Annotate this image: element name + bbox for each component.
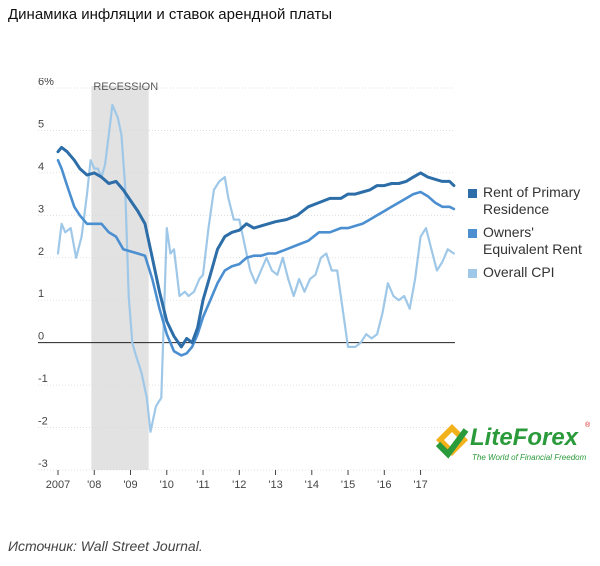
- legend-swatch-cpi: [468, 269, 477, 278]
- x-tick-label: '13: [268, 479, 282, 491]
- x-tick-labels-group: 2007 '08 '09 '10 '11 '12 '13 '14 '15 '16 '17: [46, 470, 428, 491]
- y-tick-label: -1: [38, 373, 48, 385]
- y-tick-labels-group: -3 -2 -1 0 1 2 3 4 5 6%: [38, 76, 54, 470]
- series-line-2: [56, 103, 455, 433]
- y-tick-label: 1: [38, 288, 44, 300]
- page-title: Динамика инфляции и ставок арендной плат…: [8, 6, 333, 23]
- legend-item-rent: Rent of Primary Residence: [468, 184, 598, 218]
- series-group: [56, 103, 456, 433]
- recession-band-group: RECESSION: [91, 81, 158, 470]
- gridlines-group: [38, 87, 455, 471]
- x-tick-label: '09: [123, 479, 137, 491]
- y-tick-label: 3: [38, 203, 44, 215]
- x-tick-label: '16: [377, 479, 391, 491]
- x-tick-label: '08: [87, 479, 101, 491]
- x-tick-label: '10: [160, 479, 174, 491]
- y-tick-label: 6%: [38, 78, 54, 88]
- y-tick-label: 4: [38, 161, 44, 173]
- y-tick-label: 2: [38, 246, 44, 258]
- series-line-0: [56, 145, 456, 349]
- legend-item-cpi: Overall CPI: [468, 264, 598, 281]
- y-tick-label: -3: [38, 458, 48, 470]
- logo-tagline: The World of Financial Freedom: [472, 453, 587, 462]
- y-tick-label: 0: [38, 331, 44, 343]
- y-tick-label: 5: [38, 118, 44, 130]
- liteforex-logo: LiteForex ® The World of Financial Freed…: [432, 420, 597, 475]
- x-tick-label: '11: [196, 479, 210, 491]
- logo-registered-mark: ®: [585, 422, 591, 429]
- legend-label-rent: Rent of Primary Residence: [483, 184, 581, 217]
- legend-swatch-rent: [468, 189, 477, 198]
- y-tick-label: -2: [38, 416, 48, 428]
- series-line-1: [56, 158, 456, 357]
- chart-area: RECESSION -3 -2 -1 0 1 2 3 4 5 6% 2007 '08 '09 '10 '1…: [0, 76, 600, 508]
- line-chart: RECESSION -3 -2 -1 0 1 2 3 4 5 6% 2007 '08 '09 '10 '1…: [38, 76, 456, 491]
- x-tick-label: '12: [232, 479, 246, 491]
- legend-swatch-oer: [468, 229, 477, 238]
- liteforex-emblem-icon: [435, 424, 469, 459]
- legend-label-oer: Owners' Equivalent Rent: [483, 224, 582, 257]
- x-tick-label: '17: [413, 479, 427, 491]
- x-tick-label: 2007: [46, 479, 70, 491]
- recession-band: [91, 86, 149, 470]
- recession-label: RECESSION: [93, 81, 158, 93]
- legend-label-cpi: Overall CPI: [483, 264, 555, 280]
- x-tick-label: '15: [341, 479, 355, 491]
- legend: Rent of Primary Residence Owners' Equiva…: [468, 184, 598, 287]
- x-tick-label: '14: [305, 479, 319, 491]
- legend-item-oer: Owners' Equivalent Rent: [468, 224, 598, 258]
- source-note: Источник: Wall Street Journal.: [8, 538, 203, 554]
- logo-brand-text: LiteForex: [470, 424, 579, 451]
